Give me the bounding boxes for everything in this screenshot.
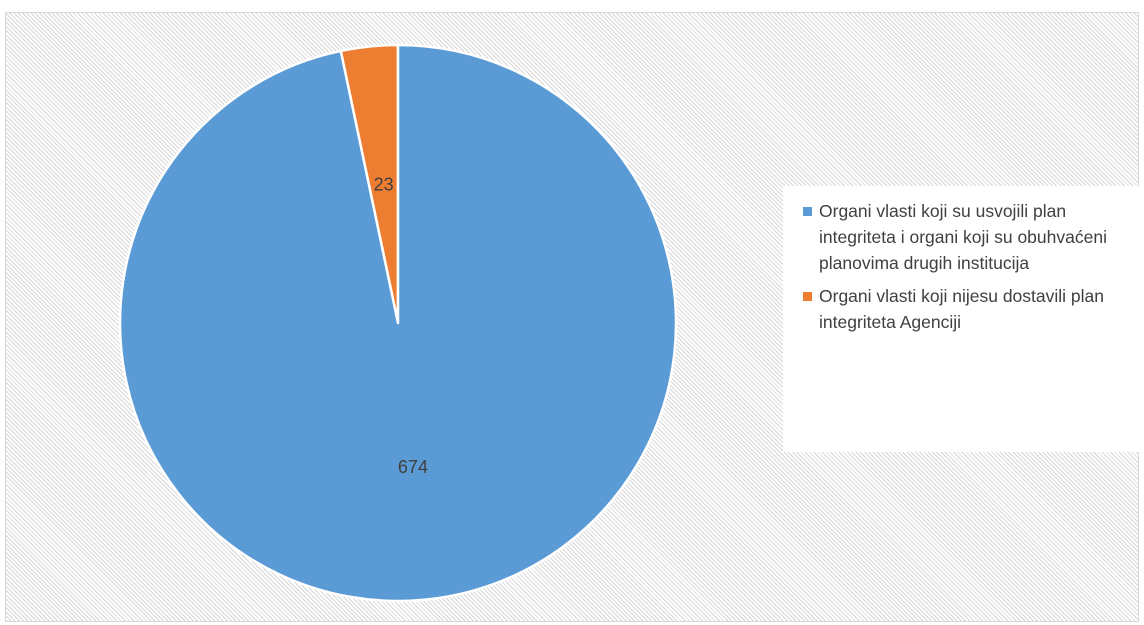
- legend-label-adopted-plan: Organi vlasti koji su usvojili plan inte…: [819, 201, 1107, 273]
- legend-item-adopted-plan: Organi vlasti koji su usvojili plan inte…: [803, 198, 1129, 276]
- legend: Organi vlasti koji su usvojili plan inte…: [783, 186, 1139, 452]
- legend-swatch-blue: [803, 207, 812, 216]
- data-label-not-submitted: 23: [374, 175, 394, 195]
- legend-item-not-submitted: Organi vlasti koji nijesu dostavili plan…: [803, 283, 1129, 335]
- legend-label-not-submitted: Organi vlasti koji nijesu dostavili plan…: [819, 286, 1104, 332]
- pie-slices: [118, 43, 678, 603]
- data-label-adopted-plan: 674: [398, 457, 428, 477]
- pie-slice-adopted-plan: [118, 43, 678, 603]
- pie-data-labels: 23 674: [374, 175, 428, 477]
- legend-swatch-orange: [803, 292, 812, 301]
